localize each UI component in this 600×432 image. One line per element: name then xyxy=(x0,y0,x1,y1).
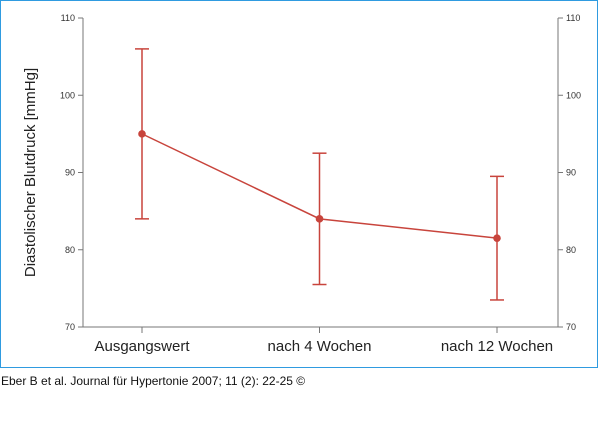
y-tick-label-left: 70 xyxy=(65,322,75,332)
data-point xyxy=(315,215,324,223)
y-tick-label-left: 100 xyxy=(60,90,75,100)
figure-caption: Eber B et al. Journal für Hypertonie 200… xyxy=(1,374,306,388)
series-layer xyxy=(135,48,504,301)
x-tick-label: Ausgangswert xyxy=(94,338,190,355)
axes xyxy=(78,17,563,333)
y-tick-label-left: 90 xyxy=(65,168,75,178)
labels: 70 70 80 80 90 90 100 100 110 110 Ausgangswert nach… xyxy=(22,13,581,355)
y-tick-label-left: 80 xyxy=(65,245,75,255)
y-tick-label-right: 70 xyxy=(566,322,576,332)
y-axis-title: Diastolischer Blutdruck [mmHg] xyxy=(22,68,39,277)
data-point xyxy=(138,130,146,138)
y-tick-label-left: 110 xyxy=(61,13,75,23)
y-tick-label-right: 80 xyxy=(566,245,576,255)
x-tick-label: nach 4 Wochen xyxy=(268,338,372,355)
y-tick-label-right: 90 xyxy=(566,168,576,178)
data-point xyxy=(493,234,501,242)
y-tick-label-right: 110 xyxy=(566,13,580,23)
figure-frame: 70 70 80 80 90 90 100 100 110 110 Ausgangswert nach… xyxy=(0,0,598,368)
y-tick-label-right: 100 xyxy=(566,90,581,100)
chart: 70 70 80 80 90 90 100 100 110 110 Ausgangswert nach… xyxy=(22,13,581,355)
x-tick-label: nach 12 Wochen xyxy=(441,338,553,355)
